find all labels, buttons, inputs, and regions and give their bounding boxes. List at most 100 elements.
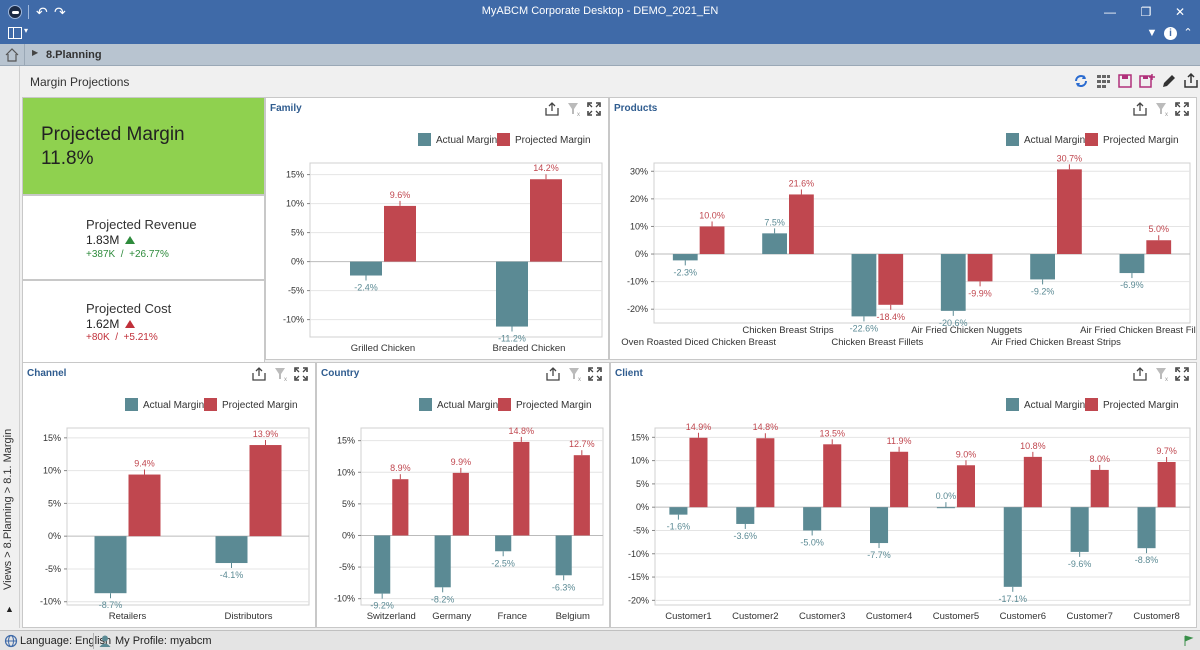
bar-actual[interactable] bbox=[936, 507, 955, 509]
restore-icon[interactable]: ❐ bbox=[1140, 5, 1152, 19]
y-tick-label: 15% bbox=[286, 170, 304, 180]
bar-actual[interactable] bbox=[1003, 507, 1022, 587]
bar-actual[interactable] bbox=[762, 233, 787, 255]
export-icon[interactable] bbox=[1132, 366, 1148, 382]
layout-icon[interactable] bbox=[8, 27, 22, 39]
filter-clear-icon[interactable]: x bbox=[567, 366, 583, 382]
y-tick-label: 0% bbox=[635, 249, 648, 259]
close-icon[interactable]: ✕ bbox=[1174, 5, 1186, 19]
chevron-down-icon[interactable]: ▾ bbox=[24, 26, 29, 35]
refresh-icon[interactable] bbox=[1072, 72, 1090, 90]
bar-actual[interactable] bbox=[1119, 254, 1145, 274]
bar-projected[interactable] bbox=[249, 445, 282, 537]
bar-actual[interactable] bbox=[215, 536, 248, 564]
bar-projected[interactable] bbox=[890, 451, 909, 508]
y-tick-label: 10% bbox=[286, 199, 304, 209]
bar-actual[interactable] bbox=[672, 254, 698, 261]
fullscreen-icon[interactable] bbox=[587, 366, 603, 382]
info-icon[interactable]: i bbox=[1164, 27, 1177, 40]
bar-projected[interactable] bbox=[1023, 456, 1042, 508]
minimize-icon[interactable]: — bbox=[1104, 5, 1116, 19]
collapse-icon[interactable]: ⌃ bbox=[1183, 27, 1193, 39]
y-tick-label: 15% bbox=[631, 432, 649, 442]
filter-clear-icon[interactable]: x bbox=[273, 366, 289, 382]
filter-clear-icon[interactable]: x bbox=[566, 101, 582, 117]
bar-actual[interactable] bbox=[94, 536, 127, 594]
filter-clear-icon[interactable]: x bbox=[1154, 366, 1170, 382]
legend-label-projected: Projected Margin bbox=[1103, 400, 1179, 411]
bar-actual[interactable] bbox=[434, 535, 451, 588]
bar-projected[interactable] bbox=[1057, 169, 1082, 255]
save-icon[interactable] bbox=[1116, 72, 1134, 90]
side-path: Views > 8.Planning > 8.1. Margin bbox=[2, 428, 14, 590]
trend-up-icon bbox=[125, 320, 136, 328]
bar-projected[interactable] bbox=[573, 455, 590, 536]
bar-projected[interactable] bbox=[128, 474, 161, 537]
bar-actual[interactable] bbox=[669, 507, 688, 515]
bar-projected[interactable] bbox=[967, 254, 993, 282]
export-icon[interactable] bbox=[1132, 101, 1148, 117]
bar-projected[interactable] bbox=[452, 472, 469, 536]
collapse-arrow-icon[interactable]: ▲ bbox=[5, 604, 14, 614]
bar-projected[interactable] bbox=[392, 479, 409, 536]
bar-actual[interactable] bbox=[851, 254, 877, 317]
export-icon[interactable] bbox=[1182, 72, 1200, 90]
bar-projected[interactable] bbox=[789, 194, 814, 255]
export-icon[interactable] bbox=[251, 366, 267, 382]
bar-projected[interactable] bbox=[1157, 462, 1176, 508]
home-icon[interactable] bbox=[4, 47, 20, 63]
bar-actual[interactable] bbox=[736, 507, 755, 524]
bar-projected[interactable] bbox=[1146, 240, 1172, 255]
bar-actual[interactable] bbox=[1137, 507, 1156, 549]
export-icon[interactable] bbox=[545, 366, 561, 382]
bar-projected[interactable] bbox=[699, 226, 725, 255]
kpi-value: 1.83M bbox=[86, 233, 120, 247]
export-icon[interactable] bbox=[544, 101, 560, 117]
bar-actual[interactable] bbox=[350, 261, 382, 276]
profile-indicator[interactable]: My Profile: myabcm bbox=[115, 635, 212, 647]
bar-actual[interactable] bbox=[496, 261, 528, 327]
data-label: -8.7% bbox=[99, 600, 123, 610]
legend-swatch-actual bbox=[125, 398, 138, 411]
legend-swatch-actual bbox=[1006, 398, 1019, 411]
bar-projected[interactable] bbox=[530, 179, 562, 262]
x-tick-label: Customer1 bbox=[665, 611, 711, 622]
bar-projected[interactable] bbox=[823, 444, 842, 508]
fullscreen-icon[interactable] bbox=[1174, 101, 1190, 117]
edit-icon[interactable] bbox=[1160, 72, 1178, 90]
fullscreen-icon[interactable] bbox=[586, 101, 602, 117]
language-indicator[interactable]: Language: English bbox=[20, 635, 112, 647]
bar-projected[interactable] bbox=[689, 437, 708, 508]
bar-projected[interactable] bbox=[513, 441, 530, 536]
grid-icon[interactable] bbox=[1094, 72, 1112, 90]
data-label: 0.0% bbox=[936, 491, 957, 501]
bar-actual[interactable] bbox=[1070, 507, 1089, 552]
bar-projected[interactable] bbox=[878, 254, 904, 305]
bar-actual[interactable] bbox=[803, 507, 822, 531]
filter-clear-icon[interactable]: x bbox=[1154, 101, 1170, 117]
undo-icon[interactable]: ↶ bbox=[36, 4, 48, 20]
panel-title: Family bbox=[270, 103, 302, 114]
bar-projected[interactable] bbox=[756, 438, 775, 508]
bar-actual[interactable] bbox=[1030, 254, 1055, 280]
fullscreen-icon[interactable] bbox=[1174, 366, 1190, 382]
country-chart-panel: Country x Actual Margin Projected Margin -… bbox=[316, 362, 610, 628]
bar-actual[interactable] bbox=[495, 535, 512, 552]
bar-projected[interactable] bbox=[956, 465, 975, 508]
redo-icon[interactable]: ↷ bbox=[54, 4, 66, 20]
bar-actual[interactable] bbox=[940, 254, 966, 311]
bar-actual[interactable] bbox=[555, 535, 572, 576]
kpi-value: 1.62M bbox=[86, 317, 120, 331]
chevron-down-icon[interactable]: ▼ bbox=[1146, 27, 1158, 39]
breadcrumb-item[interactable]: 8.Planning bbox=[46, 49, 102, 61]
save-as-icon[interactable] bbox=[1138, 72, 1156, 90]
bar-projected[interactable] bbox=[1090, 469, 1109, 508]
data-label: -4.1% bbox=[220, 570, 244, 580]
data-label: -7.7% bbox=[867, 550, 891, 560]
bar-actual[interactable] bbox=[374, 535, 391, 594]
bar-actual[interactable] bbox=[870, 507, 889, 544]
bar-projected[interactable] bbox=[384, 205, 416, 262]
data-label: 9.9% bbox=[451, 457, 472, 467]
x-tick-label: Customer3 bbox=[799, 611, 845, 622]
fullscreen-icon[interactable] bbox=[293, 366, 309, 382]
